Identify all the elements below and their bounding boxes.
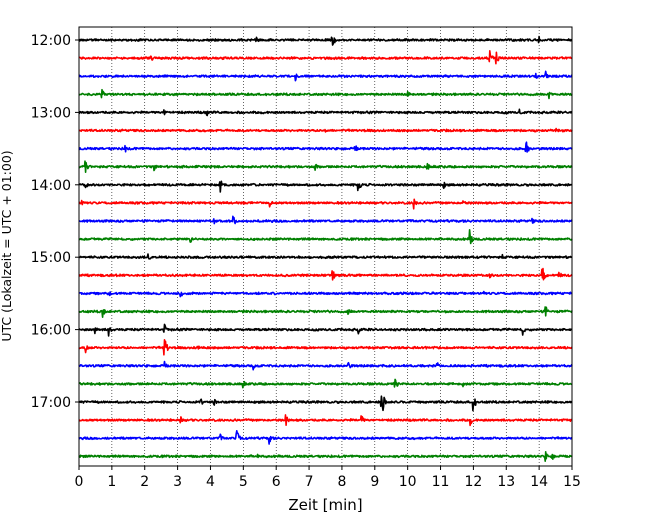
x-tick-label: 8	[337, 474, 346, 490]
trace-1230	[78, 70, 573, 82]
x-tick-label: 7	[305, 474, 314, 490]
trace-1630	[78, 360, 573, 371]
trace-1615	[78, 339, 573, 356]
trace-1500	[78, 253, 573, 260]
trace-1415	[78, 198, 573, 210]
x-tick-label: 0	[75, 474, 84, 490]
x-tick-label: 1	[107, 474, 116, 490]
x-tick-label: 11	[432, 474, 450, 490]
x-axis-label: Zeit [min]	[288, 496, 362, 514]
trace-1515	[78, 267, 573, 281]
plot-frame	[79, 27, 572, 466]
y-axis-label: UTC (Lokalzeit = UTC + 01:00)	[0, 150, 14, 341]
trace-1745	[78, 450, 573, 462]
y-tick-label: 17:00	[31, 395, 71, 411]
trace-1330	[78, 141, 573, 153]
trace-1700	[78, 395, 573, 412]
x-axis: 0 1 2 3 4 5 6 7 8 9 10 11 12 13 14 15	[75, 466, 581, 490]
y-tick-label: 15:00	[31, 250, 71, 266]
trace-1315	[78, 127, 573, 133]
trace-1530	[78, 290, 573, 298]
x-tick-label: 15	[563, 474, 581, 490]
trace-1345	[78, 160, 573, 173]
trace-1400	[78, 180, 573, 193]
x-grid	[111, 27, 540, 466]
x-tick-label: 10	[399, 474, 417, 490]
trace-1715	[78, 414, 573, 427]
trace-1300	[78, 108, 573, 117]
y-tick-label: 13:00	[31, 105, 71, 121]
trace-1445	[78, 228, 573, 245]
trace-1600	[78, 323, 573, 337]
y-tick-label: 16:00	[31, 323, 71, 339]
trace-1200	[78, 35, 573, 46]
x-tick-label: 13	[497, 474, 515, 490]
trace-1245	[78, 88, 573, 100]
x-tick-label: 5	[239, 474, 248, 490]
x-tick-label: 4	[206, 474, 215, 490]
trace-1545	[78, 306, 573, 318]
y-tick-label: 14:00	[31, 178, 71, 194]
y-tick-label: 12:00	[31, 33, 71, 49]
trace-1215	[78, 50, 573, 65]
x-tick-label: 12	[464, 474, 482, 490]
trace-1430	[78, 215, 573, 225]
x-tick-label: 14	[530, 474, 548, 490]
seismogram-traces	[78, 35, 573, 462]
x-tick-label: 3	[173, 474, 182, 490]
trace-1730	[78, 430, 573, 445]
trace-1645	[78, 378, 573, 389]
x-tick-label: 6	[272, 474, 281, 490]
plot-border	[78, 26, 573, 467]
y-axis: 12:00 13:00 14:00 15:00 16:00 17:00	[31, 33, 79, 411]
x-tick-label: 9	[370, 474, 379, 490]
x-tick-label: 2	[140, 474, 149, 490]
